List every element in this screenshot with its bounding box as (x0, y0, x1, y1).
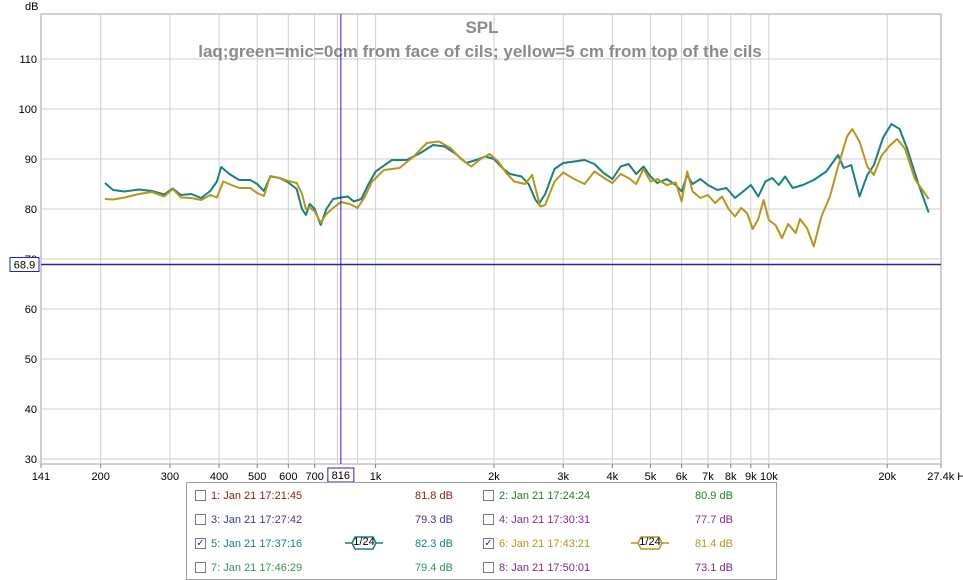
x-tick-label: 700 (305, 471, 323, 482)
x-tick-label: 10k (760, 471, 778, 482)
legend-label: 6: Jan 21 17:43:21 (499, 538, 591, 550)
y-axis-unit-label: dB (25, 1, 38, 13)
legend-checkbox[interactable] (195, 490, 206, 501)
legend-value: 81.8 dB (415, 490, 453, 502)
legend-checkbox[interactable] (483, 562, 494, 573)
legend-value: 80.9 dB (695, 490, 733, 502)
smoothing-badge[interactable]: 1/24 (631, 535, 669, 551)
smoothing-label: 1/24 (639, 536, 661, 548)
x-tick-label: 8k (725, 471, 737, 482)
grid-lines (41, 14, 941, 464)
spl-chart[interactable]: 30405060708090100110 1412003004005006007… (0, 0, 963, 482)
legend-value: 79.4 dB (415, 562, 453, 574)
legend-checkbox[interactable] (195, 562, 206, 573)
y-tick-labels: 30405060708090100110 (19, 54, 37, 466)
legend-value: 79.3 dB (415, 514, 453, 526)
x-tick-label: 20k (878, 471, 896, 482)
legend-item-3[interactable]: 3: Jan 21 17:27:42 79.3 dB (195, 510, 480, 530)
y-tick-label: 30 (25, 454, 37, 466)
y-tick-label: 100 (19, 104, 37, 116)
legend-item-4[interactable]: 4: Jan 21 17:30:31 77.7 dB (483, 510, 768, 530)
y-tick-label: 40 (25, 404, 37, 416)
cursor-y-readout-box (9, 257, 40, 272)
legend-item-5[interactable]: ✓ 5: Jan 21 17:37:16 1/24 82.3 dB (195, 534, 480, 554)
legend-item-1[interactable]: 1: Jan 21 17:21:45 81.8 dB (195, 486, 480, 506)
cursor-y-readout: 68.9 (14, 260, 35, 272)
y-tick-label: 60 (25, 304, 37, 316)
legend-checkbox[interactable] (483, 490, 494, 501)
legend-item-6[interactable]: ✓ 6: Jan 21 17:43:21 1/24 81.4 dB (483, 534, 768, 554)
legend-label: 3: Jan 21 17:27:42 (211, 514, 303, 526)
legend-label: 8: Jan 21 17:50:01 (499, 562, 591, 574)
legend-item-2[interactable]: 2: Jan 21 17:24:24 80.9 dB (483, 486, 768, 506)
y-tick-label: 80 (25, 204, 37, 216)
chart-subtitle: laq;green=mic=0cm from face of cils; yel… (198, 42, 762, 61)
legend-label: 2: Jan 21 17:24:24 (499, 490, 591, 502)
smoothing-label: 1/24 (353, 536, 375, 548)
x-tick-label: 141 (32, 471, 50, 482)
legend-panel: 1: Jan 21 17:21:45 81.8 dB 2: Jan 21 17:24… (186, 482, 777, 580)
legend-label: 4: Jan 21 17:30:31 (499, 514, 591, 526)
legend-label: 5: Jan 21 17:37:16 (211, 538, 303, 550)
x-tick-label: 300 (161, 471, 179, 482)
x-tick-label: 2k (488, 471, 500, 482)
legend-value: 82.3 dB (415, 538, 453, 550)
x-tick-label: 6k (676, 471, 688, 482)
x-tick-label: 5k (645, 471, 657, 482)
chart-title: SPL (465, 18, 498, 37)
legend-checkbox[interactable] (483, 514, 494, 525)
series-line-1 (104, 123, 930, 226)
series-line-2 (104, 128, 930, 248)
legend-value: 73.1 dB (695, 562, 733, 574)
legend-item-8[interactable]: 8: Jan 21 17:50:01 73.1 dB (483, 558, 768, 578)
legend-label: 7: Jan 21 17:46:29 (211, 562, 303, 574)
x-tick-label: 500 (248, 471, 266, 482)
legend-value: 77.7 dB (695, 514, 733, 526)
x-tick-label: 400 (210, 471, 228, 482)
legend-checkbox[interactable]: ✓ (195, 538, 206, 549)
y-tick-label: 50 (25, 354, 37, 366)
plot-background (40, 13, 942, 465)
x-tick-label: 200 (92, 471, 110, 482)
x-tick-labels: 141 200 300 400 500 600 700 1k 2k 3k 4k 5k 6k 7k 8k 9k 1… (32, 464, 963, 482)
cursor-x-readout-box (327, 467, 355, 482)
x-tick-label: 9k (745, 471, 757, 482)
x-tick-label: 4k (607, 471, 619, 482)
smoothing-badge[interactable]: 1/24 (345, 535, 383, 551)
legend-checkbox[interactable] (195, 514, 206, 525)
x-tick-label: 27.4k Hz (927, 471, 963, 482)
y-tick-label: 110 (19, 54, 37, 66)
x-tick-label: 3k (557, 471, 569, 482)
x-tick-label: 600 (279, 471, 297, 482)
legend-label: 1: Jan 21 17:21:45 (211, 490, 303, 502)
x-tick-label: 7k (702, 471, 714, 482)
legend-item-7[interactable]: 7: Jan 21 17:46:29 79.4 dB (195, 558, 480, 578)
y-tick-label: 90 (25, 154, 37, 166)
legend-value: 81.4 dB (695, 538, 733, 550)
series-lines (104, 123, 930, 248)
x-tick-label: 1k (370, 471, 382, 482)
legend-checkbox[interactable]: ✓ (483, 538, 494, 549)
cursor-x-readout: 816 (332, 470, 350, 482)
cursor-crosshair[interactable]: 816 68.9 (9, 14, 941, 482)
